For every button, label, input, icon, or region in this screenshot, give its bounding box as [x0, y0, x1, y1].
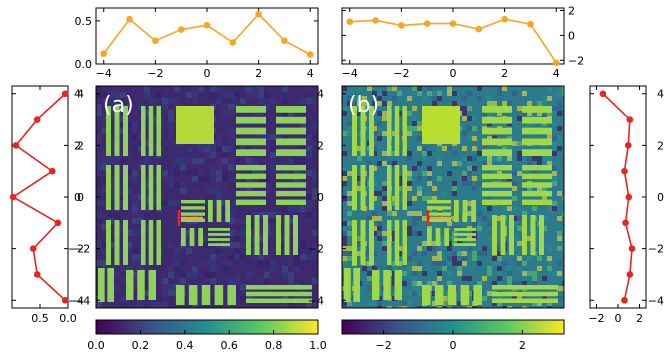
y-tick-label: −2 [68, 243, 84, 256]
x-tick-label: 4 [307, 67, 314, 80]
y-tick-label: −2 [74, 243, 90, 256]
y-tick-label: 2 [568, 4, 575, 17]
y-tick-label: 0.5 [75, 15, 93, 28]
data-point [621, 167, 628, 175]
y-tick-label: 0 [77, 191, 84, 204]
series-line [103, 12, 311, 56]
panel-b-side [589, 85, 647, 309]
data-point [229, 39, 237, 46]
y-tick-label: 4 [74, 88, 81, 101]
y-tick-label: −4 [74, 294, 90, 307]
data-point [61, 90, 69, 98]
data-point [626, 116, 634, 123]
x-tick-label: −4 [96, 67, 112, 80]
y-tick-label: −2 [308, 243, 324, 256]
x-tick-label: −2 [147, 67, 163, 80]
x-tick-label: −2 [588, 312, 604, 325]
y-tick-label: 0 [657, 191, 664, 204]
colorbar-tick-label: 0.2 [132, 339, 150, 352]
data-point [152, 37, 159, 45]
colorbar-a [95, 319, 319, 335]
data-point [527, 20, 534, 28]
data-point [501, 15, 508, 23]
y-tick-label: 2 [74, 139, 81, 152]
data-point [599, 90, 607, 98]
colorbar-tick-label: −2 [376, 339, 392, 352]
data-point [12, 142, 20, 149]
data-point [126, 15, 133, 23]
panel-label-b: (b) [348, 93, 379, 118]
x-tick-label: 0 [204, 67, 211, 80]
data-point [423, 20, 431, 27]
y-tick-label: −2 [648, 243, 664, 256]
y-tick-label: −4 [308, 294, 324, 307]
data-point [281, 37, 288, 45]
y-tick-label: −2 [568, 54, 584, 67]
colorbar-tick-label: 0 [450, 339, 457, 352]
x-tick-label: 0 [450, 67, 457, 80]
x-tick-label: −4 [342, 67, 358, 80]
y-tick-label: 2 [657, 139, 664, 152]
data-point [624, 142, 632, 149]
x-tick-label: 2 [501, 67, 508, 80]
data-point [628, 245, 636, 252]
data-point [54, 219, 62, 227]
data-point [621, 296, 628, 304]
x-tick-label: 0.0 [59, 312, 77, 325]
data-point [475, 25, 483, 33]
colorbar-tick-label: 2 [519, 339, 526, 352]
data-point [552, 59, 560, 67]
y-tick-label: 0.0 [75, 58, 93, 71]
data-point [9, 193, 17, 201]
data-point [398, 22, 405, 29]
x-tick-label: 0 [615, 312, 622, 325]
data-point [626, 271, 634, 278]
image-b-pattern [344, 106, 558, 305]
x-tick-label: 2 [255, 67, 262, 80]
colorbar-tick-label: 0.4 [176, 339, 194, 352]
data-point [49, 167, 56, 175]
colorbar-tick-label: 0.6 [220, 339, 238, 352]
y-tick-label: −4 [68, 294, 84, 307]
y-tick-label: 4 [657, 88, 664, 101]
data-point [306, 51, 314, 58]
y-tick-label: 4 [317, 88, 324, 101]
data-point [622, 219, 629, 227]
image-a-pattern [98, 106, 312, 305]
image-b [342, 86, 564, 308]
x-tick-label: 2 [636, 312, 643, 325]
y-tick-label: 0 [568, 29, 575, 42]
x-tick-label: 0.5 [31, 312, 49, 325]
data-point [33, 116, 41, 123]
x-tick-label: 4 [553, 67, 560, 80]
y-tick-label: −4 [648, 294, 664, 307]
colorbar-tick-label: 0.8 [265, 339, 283, 352]
data-point [100, 50, 108, 57]
data-point [255, 10, 262, 18]
data-point [177, 26, 185, 33]
colorbar-tick-label: 0.0 [87, 339, 105, 352]
data-point [29, 245, 37, 252]
y-tick-label: 2 [317, 139, 324, 152]
panel-b-top [341, 7, 565, 65]
data-point [625, 193, 633, 201]
y-tick-label: 0 [74, 191, 81, 204]
colorbar-tick-label: 1.0 [309, 339, 327, 352]
x-tick-label: −2 [393, 67, 409, 80]
data-point [203, 21, 211, 29]
data-point [449, 20, 457, 27]
image-a [96, 86, 318, 308]
panel-label-a: (a) [103, 93, 134, 118]
series-line [11, 93, 66, 301]
y-tick-label: 2 [77, 139, 84, 152]
data-point [33, 271, 41, 278]
data-point [372, 17, 379, 24]
data-point [346, 18, 354, 25]
y-tick-label: 4 [77, 88, 84, 101]
data-point [61, 296, 69, 304]
y-tick-label: 0 [317, 191, 324, 204]
